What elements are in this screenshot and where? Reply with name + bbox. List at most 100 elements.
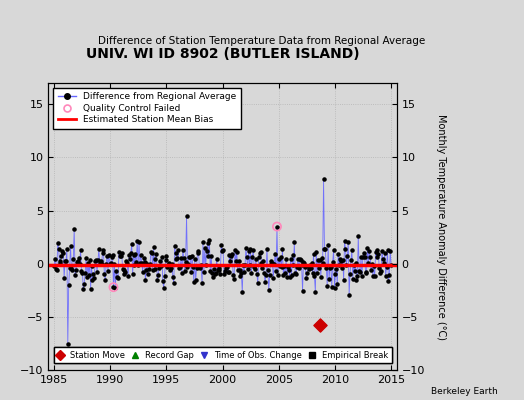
Point xyxy=(218,248,226,254)
Point xyxy=(310,273,319,279)
Point xyxy=(311,288,320,295)
Point xyxy=(74,257,82,264)
Point xyxy=(148,267,157,273)
Point xyxy=(233,249,241,255)
Point xyxy=(181,268,189,274)
Point xyxy=(140,259,149,265)
Point xyxy=(298,262,306,269)
Point xyxy=(52,266,60,272)
Point xyxy=(370,273,379,279)
Point xyxy=(103,252,111,259)
Point xyxy=(304,262,312,269)
Point xyxy=(54,246,63,252)
Point xyxy=(289,262,298,269)
Point xyxy=(127,241,136,248)
Point xyxy=(196,265,204,272)
Point xyxy=(207,253,215,259)
Point xyxy=(153,277,161,284)
Point xyxy=(358,254,367,260)
Point xyxy=(213,266,222,273)
Point xyxy=(337,265,346,272)
Point xyxy=(110,261,118,267)
Point xyxy=(131,251,139,257)
Point xyxy=(213,256,221,262)
Point xyxy=(115,249,123,256)
Point xyxy=(249,247,257,254)
Point xyxy=(148,250,156,256)
Point xyxy=(86,286,95,292)
Point xyxy=(361,254,369,260)
Point xyxy=(292,271,300,277)
Point xyxy=(336,256,344,263)
Point xyxy=(69,256,78,262)
Point xyxy=(297,256,305,263)
Point xyxy=(156,258,164,265)
Point xyxy=(369,273,377,279)
Point xyxy=(82,255,90,261)
Point xyxy=(116,253,125,260)
Point xyxy=(212,270,220,276)
Point xyxy=(384,278,392,284)
Point xyxy=(123,260,132,266)
Point xyxy=(276,263,284,270)
Point xyxy=(316,322,324,329)
Point xyxy=(314,256,322,263)
Point xyxy=(240,268,248,275)
Point xyxy=(191,256,199,262)
Point xyxy=(268,260,277,266)
Point xyxy=(348,276,357,282)
Point xyxy=(167,265,175,272)
Point xyxy=(293,264,301,270)
Point xyxy=(165,260,173,266)
Point xyxy=(132,258,140,265)
Point xyxy=(363,244,372,251)
Point xyxy=(116,253,124,259)
Point xyxy=(277,264,286,270)
Point xyxy=(97,261,106,267)
Point xyxy=(202,248,211,254)
Point xyxy=(222,265,230,271)
Point xyxy=(107,254,116,260)
Point xyxy=(70,226,79,232)
Point xyxy=(162,253,171,260)
Point xyxy=(56,258,64,264)
Point xyxy=(64,282,73,288)
Point xyxy=(230,276,238,282)
Point xyxy=(164,262,172,268)
Point xyxy=(376,270,385,276)
Point xyxy=(387,262,395,269)
Point xyxy=(223,268,232,275)
Point xyxy=(344,238,353,245)
Point xyxy=(262,272,270,278)
Point xyxy=(155,265,163,271)
Point xyxy=(350,262,358,268)
Point xyxy=(58,247,67,254)
Point xyxy=(101,277,110,284)
Point xyxy=(285,267,293,273)
Point xyxy=(117,250,126,256)
Point xyxy=(323,282,331,289)
Point xyxy=(79,286,88,292)
Point xyxy=(303,270,311,276)
Point xyxy=(94,257,102,264)
Point xyxy=(141,277,150,284)
Point xyxy=(294,265,303,271)
Point xyxy=(176,264,184,270)
Point xyxy=(170,280,178,286)
Point xyxy=(277,254,285,260)
Point xyxy=(120,270,128,277)
Point xyxy=(287,256,295,262)
Point xyxy=(305,262,314,268)
Point xyxy=(224,268,233,275)
Point xyxy=(246,245,255,252)
Point xyxy=(92,256,100,263)
Point xyxy=(283,274,291,280)
Point xyxy=(50,263,58,269)
Point xyxy=(339,257,347,263)
Point xyxy=(72,267,80,273)
Point xyxy=(251,265,259,272)
Point xyxy=(290,239,299,246)
Point xyxy=(102,260,111,267)
Point xyxy=(184,261,192,267)
Point xyxy=(204,253,213,259)
